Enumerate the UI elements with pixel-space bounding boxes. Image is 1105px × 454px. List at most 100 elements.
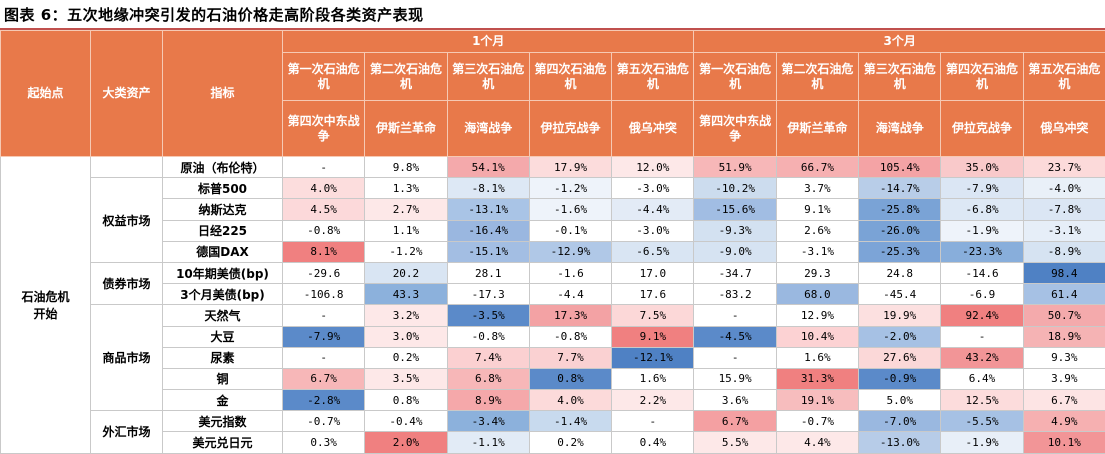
asset-class-label: 债券市场 [91,262,163,304]
value-cell: 1.6% [612,368,694,389]
value-cell: 9.1% [776,199,858,220]
value-cell: 0.2% [365,347,447,368]
value-cell: 20.2 [365,262,447,283]
title-bar: 图表 6：五次地缘冲突引发的石油价格走高阶段各类资产表现 [0,0,1105,30]
value-cell: -4.4 [529,284,611,305]
indicator-label: 3个月美债(bp) [163,284,283,305]
value-cell: -1.6 [529,262,611,283]
value-cell: 7.5% [612,305,694,326]
asset-class-label: 商品市场 [91,305,163,411]
crisis-name-header: 第一次石油危机 [283,53,365,101]
value-cell: -1.2% [529,178,611,199]
table-row: 石油危机开始原油（布伦特）-9.8%54.1%17.9%12.0%51.9%66… [1,157,1105,178]
value-cell: 2.6% [776,220,858,241]
value-cell: -13.0% [859,432,941,453]
value-cell: -83.2 [694,284,776,305]
crisis-name-header: 第五次石油危机 [612,53,694,101]
value-cell: - [694,347,776,368]
asset-class-label: 权益市场 [91,178,163,263]
value-cell: -25.3% [859,241,941,262]
value-cell: 68.0 [776,284,858,305]
value-cell: 0.2% [529,432,611,453]
value-cell: -45.4 [859,284,941,305]
period-1m-header: 1个月 [283,31,694,53]
value-cell: -4.0% [1023,178,1105,199]
value-cell: -0.8% [283,220,365,241]
value-cell: -25.8% [859,199,941,220]
value-cell: - [283,305,365,326]
crisis-event-header: 俄乌冲突 [612,101,694,157]
value-cell: -1.2% [365,241,447,262]
value-cell: - [941,326,1023,347]
value-cell: -1.6% [529,199,611,220]
page-title: 图表 6：五次地缘冲突引发的石油价格走高阶段各类资产表现 [4,4,424,25]
value-cell: 6.7% [283,368,365,389]
value-cell: 17.9% [529,157,611,178]
value-cell: 50.7% [1023,305,1105,326]
value-cell: 0.3% [283,432,365,453]
value-cell: -0.4% [365,411,447,432]
value-cell: -15.1% [447,241,529,262]
value-cell: 10.1% [1023,432,1105,453]
value-cell: 5.0% [859,390,941,411]
value-cell: -26.0% [859,220,941,241]
crisis-name-header: 第三次石油危机 [859,53,941,101]
value-cell: -7.0% [859,411,941,432]
value-cell: 5.5% [694,432,776,453]
value-cell: -6.5% [612,241,694,262]
value-cell: -0.7% [283,411,365,432]
crisis-event-header: 伊拉克战争 [529,101,611,157]
value-cell: 12.5% [941,390,1023,411]
table-row: 金-2.8%0.8%8.9%4.0%2.2%3.6%19.1%5.0%12.5%… [1,390,1105,411]
indicator-label: 纳斯达克 [163,199,283,220]
asset-performance-table: 起始点 大类资产 指标 1个月 3个月 第一次石油危机第二次石油危机第三次石油危… [0,30,1105,454]
value-cell: -0.8% [529,326,611,347]
indicator-label: 日经225 [163,220,283,241]
table-row: 商品市场天然气-3.2%-3.5%17.3%7.5%-12.9%19.9%92.… [1,305,1105,326]
value-cell: 3.7% [776,178,858,199]
value-cell: 28.1 [447,262,529,283]
value-cell: -1.4% [529,411,611,432]
indicator-label: 原油（布伦特） [163,157,283,178]
value-cell: 92.4% [941,305,1023,326]
crisis-name-header: 第三次石油危机 [447,53,529,101]
value-cell: - [283,347,365,368]
indicator-label: 金 [163,390,283,411]
value-cell: -1.1% [447,432,529,453]
table-body: 石油危机开始原油（布伦特）-9.8%54.1%17.9%12.0%51.9%66… [1,157,1105,454]
crisis-name-header: 第二次石油危机 [776,53,858,101]
value-cell: 7.4% [447,347,529,368]
value-cell: -6.9 [941,284,1023,305]
crisis-event-header: 海湾战争 [447,101,529,157]
crisis-name-header: 第四次石油危机 [529,53,611,101]
value-cell: -3.1% [1023,220,1105,241]
crisis-event-header: 第四次中东战争 [283,101,365,157]
table-row: 日经225-0.8%1.1%-16.4%-0.1%-3.0%-9.3%2.6%-… [1,220,1105,241]
value-cell: -4.5% [694,326,776,347]
table-row: 外汇市场美元指数-0.7%-0.4%-3.4%-1.4%-6.7%-0.7%-7… [1,411,1105,432]
crisis-name-header: 第一次石油危机 [694,53,776,101]
value-cell: 15.9% [694,368,776,389]
value-cell: 66.7% [776,157,858,178]
value-cell: 7.7% [529,347,611,368]
value-cell: 35.0% [941,157,1023,178]
value-cell: 17.3% [529,305,611,326]
value-cell: 17.0 [612,262,694,283]
value-cell: 24.8 [859,262,941,283]
value-cell: 6.4% [941,368,1023,389]
indicator-label: 大豆 [163,326,283,347]
value-cell: -0.9% [859,368,941,389]
crisis-event-header: 伊斯兰革命 [776,101,858,157]
value-cell: -15.6% [694,199,776,220]
value-cell: 2.0% [365,432,447,453]
value-cell: -10.2% [694,178,776,199]
value-cell: 1.6% [776,347,858,368]
table-row: 尿素-0.2%7.4%7.7%-12.1%-1.6%27.6%43.2%9.3% [1,347,1105,368]
indicator-label: 10年期美债(bp) [163,262,283,283]
value-cell: -29.6 [283,262,365,283]
crisis-event-header: 海湾战争 [859,101,941,157]
